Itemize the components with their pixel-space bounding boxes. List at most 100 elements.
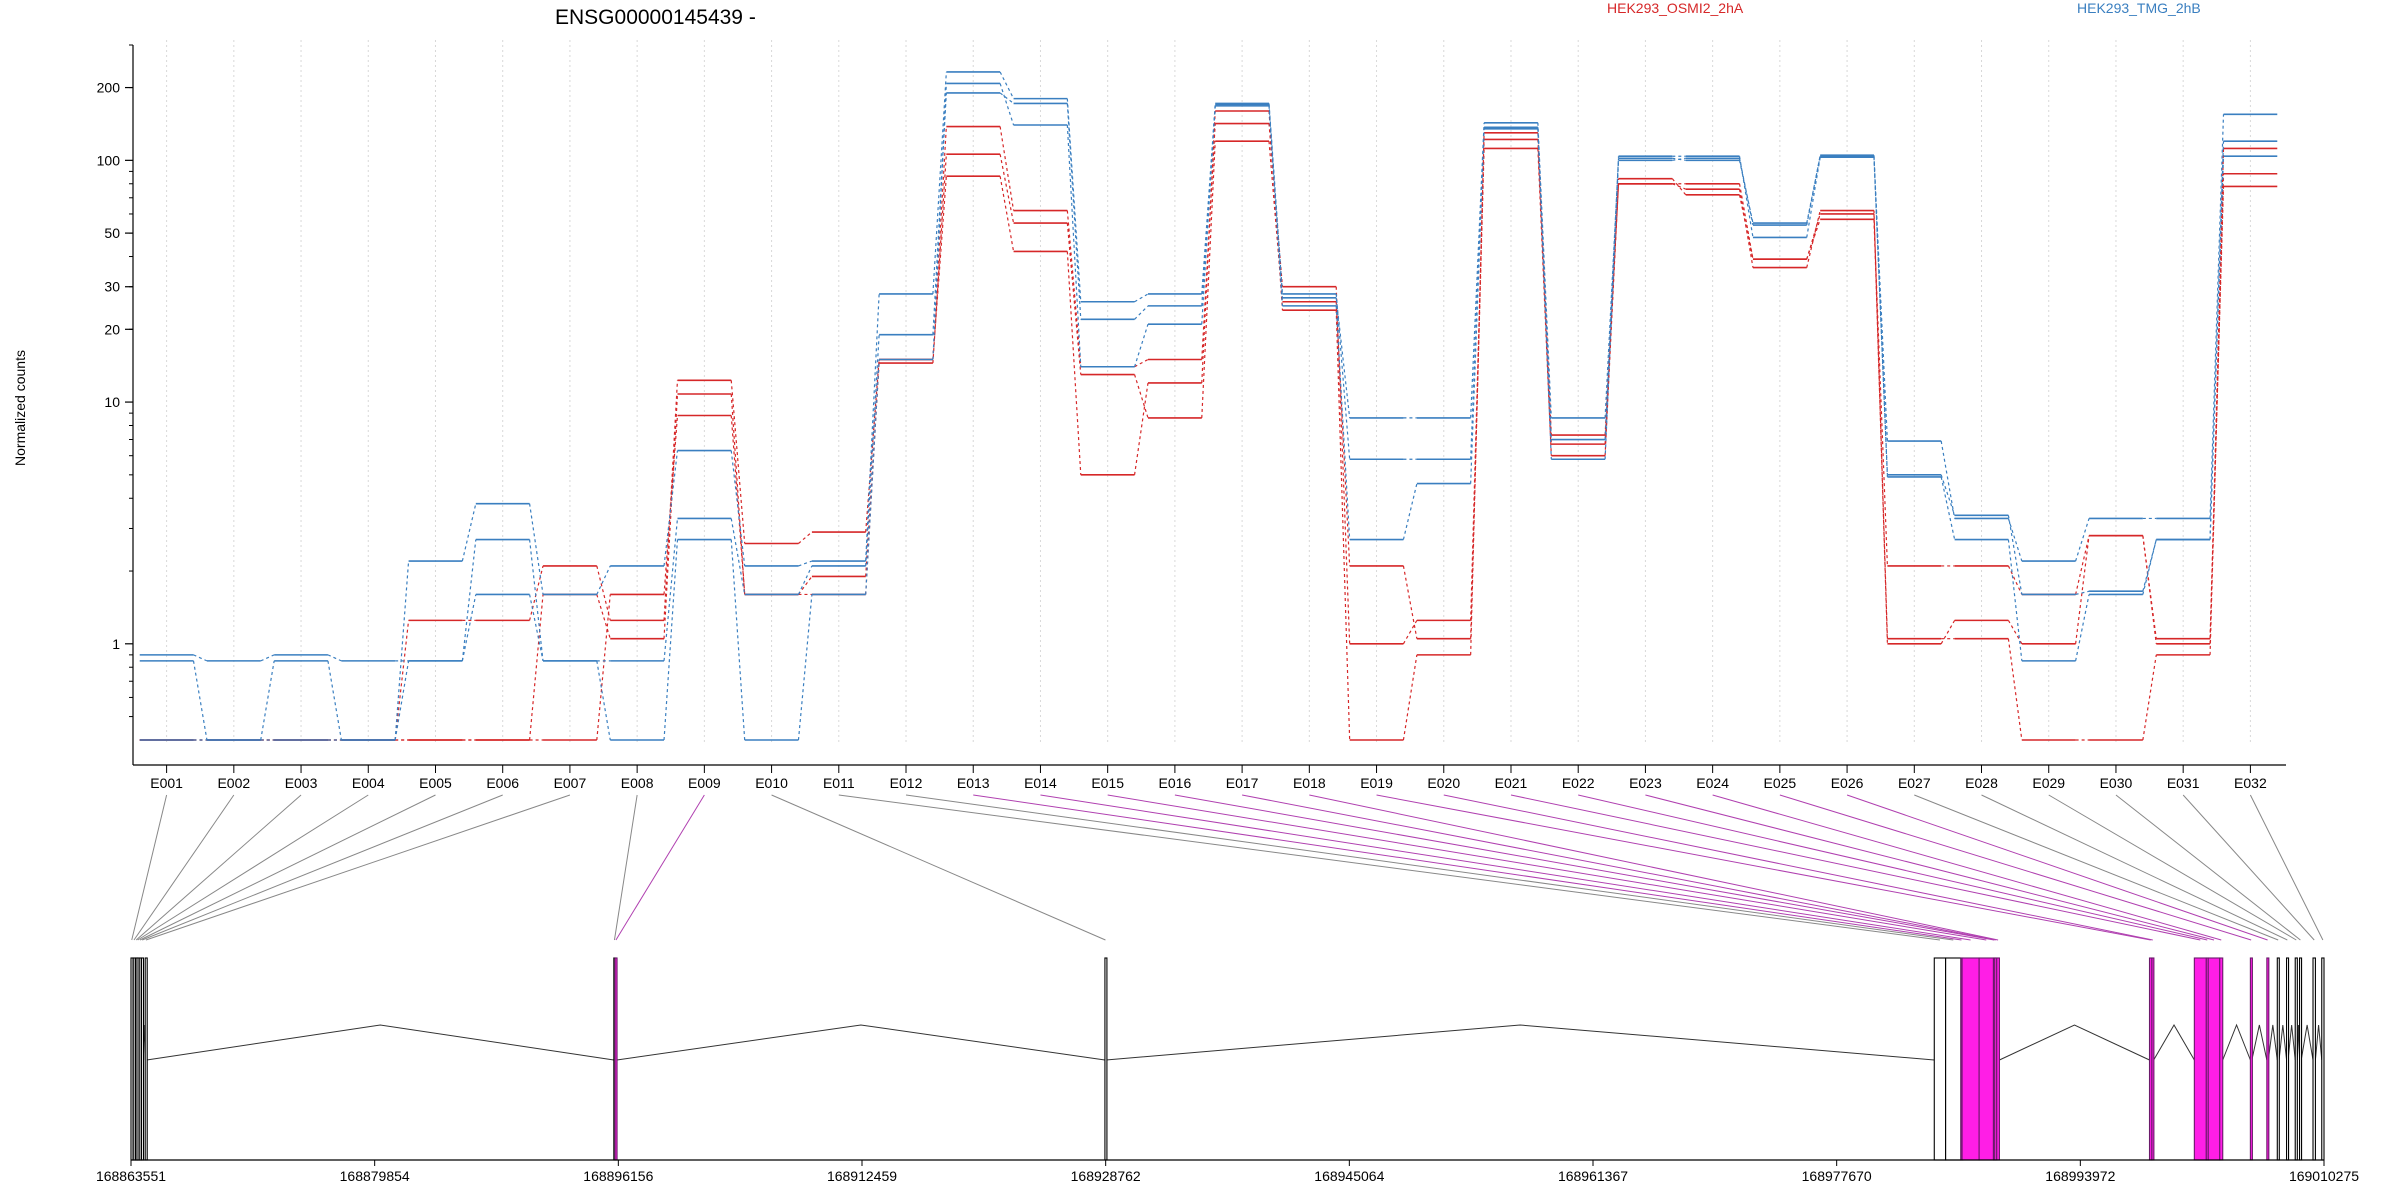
x-tick-label-e031: E031 [2167, 775, 2200, 791]
x-tick-label-e015: E015 [1091, 775, 1124, 791]
exon-block-e014 [1961, 957, 1980, 1161]
gene-model [130, 957, 2325, 1161]
intron-line [1105, 1024, 1935, 1061]
connector-segment [1402, 565, 1418, 639]
connector-segment [1940, 474, 1956, 516]
exon-block-e026 [2266, 957, 2270, 1161]
connector-segment [1201, 104, 1216, 295]
connector-e022 [1578, 794, 2208, 941]
connector-segment [1604, 158, 1620, 418]
connector-segment [193, 654, 208, 662]
connector-e027 [1914, 794, 2279, 941]
coord-tick-label: 168863551 [96, 1168, 166, 1184]
connector-segment [1940, 620, 1956, 645]
connector-segment [2007, 638, 2023, 741]
intron-line [2153, 1024, 2195, 1061]
connector-segment [596, 660, 611, 741]
exon-block-e027 [2276, 957, 2280, 1161]
connector-segment [797, 594, 813, 741]
y-tick-label: 20 [104, 321, 120, 337]
connector-segment [2075, 594, 2090, 661]
x-tick-label-e011: E011 [823, 775, 855, 791]
connector-e016 [1174, 794, 1995, 941]
connector-segment [260, 660, 275, 741]
connector-segment [1738, 183, 1754, 260]
connector-segment [999, 92, 1014, 104]
connector-segment [1604, 178, 1620, 456]
connector-segment [2075, 518, 2090, 562]
x-tick-label-e018: E018 [1293, 775, 1326, 791]
exon-block-e010 [1104, 957, 1108, 1161]
coord-tick-label: 168961367 [1558, 1168, 1628, 1184]
x-tick-label-e004: E004 [352, 775, 385, 791]
connector-segment [999, 83, 1015, 126]
connector-segment [2007, 518, 2023, 562]
x-tick-label-e024: E024 [1696, 775, 1729, 791]
intron-line [616, 1024, 1105, 1061]
series-tmg-3 [139, 71, 2278, 741]
connector-segment [663, 450, 679, 566]
x-tick-label-e021: E021 [1495, 775, 1528, 791]
coord-tick-label: 168977670 [1802, 1168, 1872, 1184]
connector-e001 [131, 794, 168, 941]
exon-connectors [131, 794, 2324, 941]
y-tick-label: 10 [104, 394, 120, 410]
connector-segment [1470, 127, 1485, 460]
connector-segment [1940, 476, 1956, 540]
connector-segment [865, 334, 880, 566]
exon-block-e025 [2249, 957, 2253, 1161]
exon-block-e006 [140, 957, 145, 1161]
connector-e023 [1645, 794, 2215, 941]
connector-e015 [1107, 794, 1987, 941]
connector-segment [1470, 148, 1485, 639]
connector-segment [394, 660, 410, 741]
connector-segment [528, 503, 544, 595]
connector-e014 [1040, 794, 1971, 941]
exon-block-e030 [2299, 957, 2303, 1161]
intron-line [2278, 1024, 2288, 1061]
x-axis: E001 E002 E003 E004 E005 E006 E007 E008 E009 E010… [133, 764, 2286, 791]
connector-segment [461, 503, 477, 562]
connector-e021 [1510, 794, 2201, 941]
connector-e030 [2115, 794, 2301, 941]
connector-segment [1940, 440, 1956, 519]
genomic-coordinate-axis: 168863551 168879854 168896156 168912459 1689… [96, 1159, 2359, 1184]
coord-tick-label: 168928762 [1071, 1168, 1141, 1184]
connector-segment [1066, 103, 1082, 320]
x-tick-label-e010: E010 [755, 775, 788, 791]
connector-e003 [135, 794, 302, 941]
connector-segment [1133, 382, 1149, 475]
x-tick-label-e032: E032 [2234, 775, 2267, 791]
connector-segment [730, 518, 746, 595]
connector-segment [1066, 98, 1082, 302]
connector-segment [2075, 590, 2090, 596]
connector-segment [528, 539, 544, 661]
intron-line [2300, 1024, 2314, 1061]
connector-segment [2209, 173, 2225, 655]
connector-e028 [1981, 794, 2288, 941]
series-osmi2-2 [139, 110, 2278, 741]
connector-segment [1201, 110, 1216, 383]
connector-e026 [1846, 794, 2268, 941]
connector-segment [1134, 293, 1149, 303]
exon-block-e015 [1978, 957, 1995, 1161]
connector-segment [1133, 374, 1149, 419]
connector-segment [461, 594, 477, 661]
y-tick-label: 200 [97, 80, 121, 96]
x-tick-label-e030: E030 [2100, 775, 2133, 791]
x-tick-label-e006: E006 [486, 775, 519, 791]
y-tick-label: 30 [104, 279, 120, 295]
connector-segment [1806, 157, 1821, 238]
coord-tick-label: 169010275 [2289, 1168, 2359, 1184]
connector-segment [932, 154, 947, 364]
x-tick-label-e023: E023 [1629, 775, 1662, 791]
connector-segment [1873, 210, 1889, 639]
coord-tick-label: 168879854 [340, 1168, 410, 1184]
legend-entry-osmi2: HEK293_OSMI2_2hA [1607, 0, 1744, 16]
intron-line [2267, 1024, 2278, 1061]
intron-line [2287, 1024, 2296, 1061]
x-tick-label-e005: E005 [419, 775, 452, 791]
connector-segment [663, 380, 679, 621]
connector-segment [2209, 114, 2225, 519]
